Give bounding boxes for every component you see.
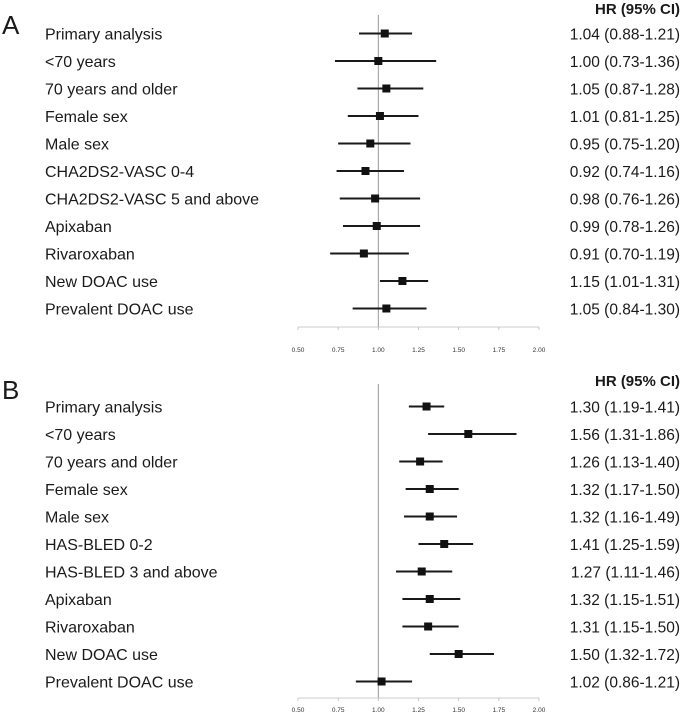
hr-point <box>382 304 391 313</box>
x-tick-label: 0.50 <box>292 347 305 354</box>
row-label: 70 years and older <box>45 82 178 99</box>
row-label: <70 years <box>45 54 116 71</box>
hr-point <box>454 650 463 658</box>
hr-point <box>382 84 391 93</box>
panel-b: B HR (95% CI) 0.50 0.75 1.00 1.25 1.50 1.75 2.00… <box>2 373 680 713</box>
row-label: Male sex <box>45 137 109 154</box>
hr-point <box>425 485 434 493</box>
hr-point <box>375 112 384 120</box>
hr-point <box>425 595 434 603</box>
x-tick-label: 2.00 <box>533 347 546 354</box>
hr-column-header: HR (95% CI) <box>595 1 680 18</box>
hr-value-label: 1.15 (1.01-1.31) <box>570 274 680 291</box>
hr-point <box>440 540 449 548</box>
hr-point <box>371 194 380 203</box>
row-label: Female sex <box>45 109 128 126</box>
panel-letter: B <box>2 375 19 405</box>
panel-letter: A <box>2 10 20 40</box>
hr-point <box>374 57 383 65</box>
hr-point <box>464 430 473 438</box>
hr-point <box>380 29 389 38</box>
x-tick-label: 1.50 <box>452 707 465 713</box>
hr-value-label: 1.01 (0.81-1.25) <box>570 109 680 126</box>
hr-value-label: 1.04 (0.88-1.21) <box>570 27 680 44</box>
hr-value-label: 1.02 (0.86-1.21) <box>570 675 680 692</box>
x-tick-label: 0.75 <box>332 707 345 713</box>
hr-value-label: 0.95 (0.75-1.20) <box>570 137 680 154</box>
row-label: <70 years <box>45 427 116 444</box>
hr-point <box>366 139 375 148</box>
hr-point <box>377 677 386 686</box>
x-tick-label: 0.75 <box>332 347 345 354</box>
row-label: CHA2DS2-VASC 5 and above <box>45 192 259 209</box>
hr-point <box>416 457 425 466</box>
hr-value-label: 1.05 (0.84-1.30) <box>570 302 680 319</box>
hr-value-label: 1.56 (1.31-1.86) <box>570 427 680 444</box>
hr-value-label: 1.32 (1.17-1.50) <box>570 482 680 499</box>
row-label: HAS-BLED 3 and above <box>45 565 218 582</box>
hr-value-label: 0.98 (0.76-1.26) <box>570 192 680 209</box>
hr-value-label: 1.31 (1.15-1.50) <box>570 620 680 637</box>
hr-value-label: 1.32 (1.15-1.51) <box>570 592 680 609</box>
hr-value-label: 0.91 (0.70-1.19) <box>570 247 680 264</box>
hr-point <box>417 567 426 576</box>
row-label: Apixaban <box>45 219 112 236</box>
row-label: CHA2DS2-VASC 0-4 <box>45 164 194 181</box>
panel-a: A HR (95% CI) 0.50 0.75 1.00 1.25 1.50 1.75 2.00… <box>2 1 680 354</box>
hr-value-label: 1.27 (1.11-1.46) <box>571 565 680 582</box>
row-label: New DOAC use <box>45 274 158 291</box>
hr-value-label: 1.50 (1.32-1.72) <box>570 647 680 664</box>
row-label: Primary analysis <box>45 27 162 44</box>
hr-point <box>424 622 433 631</box>
hr-value-label: 1.32 (1.16-1.49) <box>570 510 680 527</box>
x-tick-label: 1.75 <box>493 347 506 354</box>
row-label: Prevalent DOAC use <box>45 675 194 692</box>
x-tick-label: 2.00 <box>533 707 546 713</box>
x-tick-label: 0.50 <box>292 707 305 713</box>
x-tick-label: 1.00 <box>372 707 385 713</box>
hr-point <box>359 249 368 258</box>
row-label: Rivaroxaban <box>45 247 135 264</box>
hr-point <box>422 402 431 411</box>
hr-point <box>372 222 381 230</box>
row-label: Prevalent DOAC use <box>45 302 194 319</box>
row-label: Male sex <box>45 510 109 527</box>
row-label: New DOAC use <box>45 647 158 664</box>
hr-value-label: 0.92 (0.74-1.16) <box>570 164 680 181</box>
x-tick-label: 1.25 <box>412 347 425 354</box>
hr-point <box>361 167 370 175</box>
hr-value-label: 1.00 (0.73-1.36) <box>570 54 680 71</box>
hr-point <box>425 512 434 521</box>
hr-column-header: HR (95% CI) <box>595 373 680 390</box>
row-label: Apixaban <box>45 592 112 609</box>
row-label: Primary analysis <box>45 400 162 417</box>
row-label: HAS-BLED 0-2 <box>45 537 153 554</box>
x-tick-label: 1.25 <box>412 707 425 713</box>
row-label: 70 years and older <box>45 455 178 472</box>
hr-point <box>398 277 407 285</box>
hr-value-label: 1.30 (1.19-1.41) <box>570 400 680 417</box>
x-tick-label: 1.00 <box>372 347 385 354</box>
x-tick-label: 1.50 <box>452 347 465 354</box>
hr-value-label: 0.99 (0.78-1.26) <box>570 219 680 236</box>
row-label: Rivaroxaban <box>45 620 135 637</box>
hr-value-label: 1.26 (1.13-1.40) <box>570 455 680 472</box>
hr-value-label: 1.41 (1.25-1.59) <box>570 537 680 554</box>
row-label: Female sex <box>45 482 128 499</box>
x-tick-label: 1.75 <box>493 707 506 713</box>
hr-value-label: 1.05 (0.87-1.28) <box>570 82 680 99</box>
